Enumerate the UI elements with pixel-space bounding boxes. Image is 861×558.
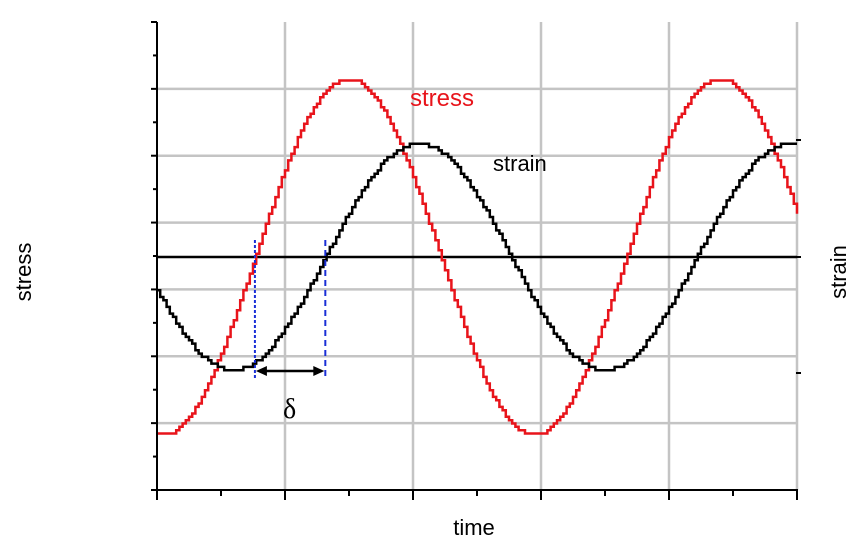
x-axis-label: time [453,515,495,540]
x-axis-ticks [157,490,797,500]
y2-axis-label: strain [826,245,851,299]
strain-series-label: strain [493,151,547,176]
delta-label: δ [283,394,296,425]
delta-arrow-head-left [256,366,267,376]
delta-arrow-head-right [313,366,324,376]
stress-series-label: stress [410,85,474,112]
y-axis-label: stress [11,243,36,302]
